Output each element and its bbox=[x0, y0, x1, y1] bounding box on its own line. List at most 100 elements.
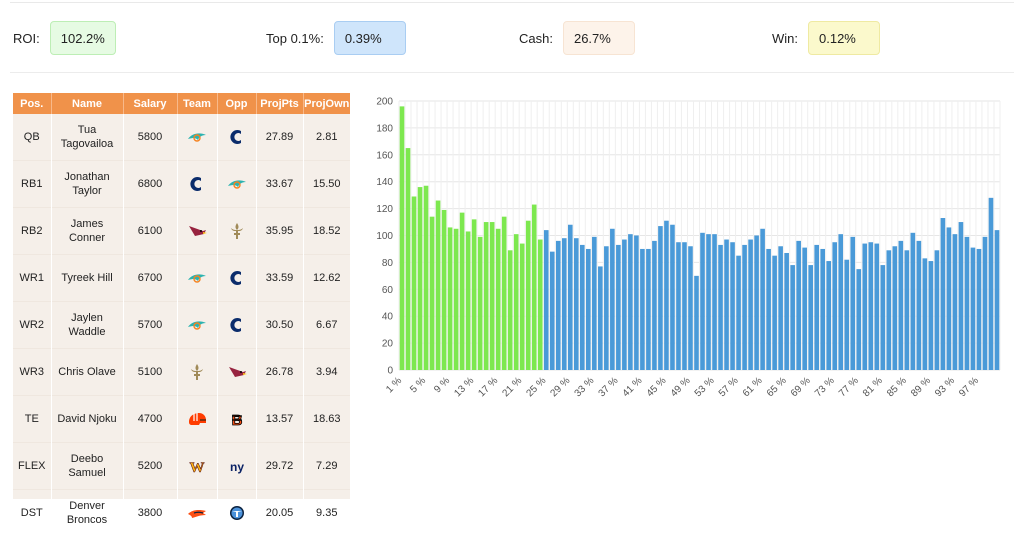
dolphins-logo-icon bbox=[186, 131, 208, 143]
bar-66pct bbox=[790, 265, 795, 370]
bar-62pct bbox=[766, 249, 771, 370]
bar-100pct bbox=[995, 230, 1000, 370]
bar-49pct bbox=[688, 246, 693, 370]
projpts-cell: 29.72 bbox=[256, 443, 303, 490]
bar-36pct bbox=[610, 229, 615, 370]
opp-cell: ny bbox=[217, 443, 256, 490]
opp-cell: B bbox=[217, 396, 256, 443]
bar-87pct bbox=[917, 241, 922, 370]
section-divider bbox=[10, 72, 1014, 73]
y-tick-label: 20 bbox=[382, 339, 394, 350]
opp-cell bbox=[217, 255, 256, 302]
col-header-salary[interactable]: Salary bbox=[123, 93, 177, 114]
commanders-logo-icon: W bbox=[186, 460, 208, 472]
bar-81pct bbox=[881, 265, 886, 370]
bar-59pct bbox=[748, 240, 753, 370]
bar-58pct bbox=[742, 245, 747, 370]
projpts-cell: 35.95 bbox=[256, 208, 303, 255]
salary-cell: 5700 bbox=[123, 302, 177, 349]
bar-13pct bbox=[472, 219, 477, 370]
cash-label: Cash: bbox=[519, 31, 553, 46]
bar-95pct bbox=[965, 237, 970, 370]
bar-67pct bbox=[796, 241, 801, 370]
position-cell: WR1 bbox=[13, 255, 51, 302]
bar-2pct bbox=[406, 148, 411, 370]
bar-3pct bbox=[412, 196, 417, 370]
x-tick-label: 61 % bbox=[741, 375, 765, 399]
bar-5pct bbox=[424, 186, 429, 370]
colts-logo-icon bbox=[226, 272, 248, 284]
cardinals-logo-icon bbox=[226, 366, 248, 378]
col-header-projpts[interactable]: ProjPts bbox=[256, 93, 303, 114]
bar-83pct bbox=[893, 246, 898, 370]
roi-label: ROI: bbox=[13, 31, 40, 46]
col-header-name[interactable]: Name bbox=[51, 93, 123, 114]
player-name-cell: Denver Broncos bbox=[51, 490, 123, 536]
y-tick-label: 200 bbox=[376, 97, 393, 108]
col-header-projown[interactable]: ProjOwn bbox=[303, 93, 350, 114]
top-01-label: Top 0.1%: bbox=[266, 31, 324, 46]
salary-cell: 4700 bbox=[123, 396, 177, 443]
bar-93pct bbox=[953, 234, 958, 370]
colts-logo-icon bbox=[226, 319, 248, 331]
bar-91pct bbox=[941, 218, 946, 370]
bar-21pct bbox=[520, 244, 525, 370]
bar-44pct bbox=[658, 226, 663, 370]
col-header-opp[interactable]: Opp bbox=[217, 93, 256, 114]
projpts-cell: 13.57 bbox=[256, 396, 303, 443]
bar-9pct bbox=[448, 227, 453, 370]
bar-12pct bbox=[466, 231, 471, 370]
projpts-cell: 30.50 bbox=[256, 302, 303, 349]
y-tick-label: 140 bbox=[376, 177, 393, 188]
bar-60pct bbox=[754, 236, 759, 371]
lineup-table-container: Pos. Name Salary Team Opp ProjPts ProjOw… bbox=[13, 93, 350, 499]
position-cell: FLEX bbox=[13, 443, 51, 490]
x-tick-label: 49 % bbox=[669, 375, 693, 399]
bar-34pct bbox=[598, 266, 603, 370]
position-cell: TE bbox=[13, 396, 51, 443]
bar-39pct bbox=[628, 234, 633, 370]
x-tick-label: 29 % bbox=[549, 375, 573, 399]
projpts-cell: 26.78 bbox=[256, 349, 303, 396]
bar-98pct bbox=[983, 237, 988, 370]
y-tick-label: 160 bbox=[376, 150, 393, 161]
cash-value: 26.7% bbox=[563, 21, 635, 55]
stats-bar: ROI: 102.2% Top 0.1%: 0.39% Cash: 26.7% … bbox=[0, 18, 1024, 58]
x-tick-label: 69 % bbox=[789, 375, 813, 399]
player-name-cell: David Njoku bbox=[51, 396, 123, 443]
team-cell bbox=[177, 396, 217, 443]
bar-53pct bbox=[712, 234, 717, 370]
bar-47pct bbox=[676, 242, 681, 370]
bar-18pct bbox=[502, 217, 507, 370]
bar-96pct bbox=[971, 248, 976, 370]
projown-cell: 18.52 bbox=[303, 208, 350, 255]
bar-78pct bbox=[862, 244, 867, 370]
bar-45pct bbox=[664, 221, 669, 370]
y-tick-label: 60 bbox=[382, 285, 394, 296]
position-cell: RB1 bbox=[13, 161, 51, 208]
player-name-cell: Tyreek Hill bbox=[51, 255, 123, 302]
salary-cell: 6700 bbox=[123, 255, 177, 302]
bar-35pct bbox=[604, 246, 609, 370]
position-cell: WR2 bbox=[13, 302, 51, 349]
x-tick-label: 57 % bbox=[717, 375, 741, 399]
saints-logo-icon bbox=[226, 225, 248, 237]
team-cell bbox=[177, 349, 217, 396]
col-header-team[interactable]: Team bbox=[177, 93, 217, 114]
x-tick-label: 73 % bbox=[813, 375, 837, 399]
bar-29pct bbox=[568, 225, 573, 370]
col-header-pos[interactable]: Pos. bbox=[13, 93, 51, 114]
bar-38pct bbox=[622, 240, 627, 370]
bar-75pct bbox=[844, 260, 849, 370]
bar-54pct bbox=[718, 245, 723, 370]
